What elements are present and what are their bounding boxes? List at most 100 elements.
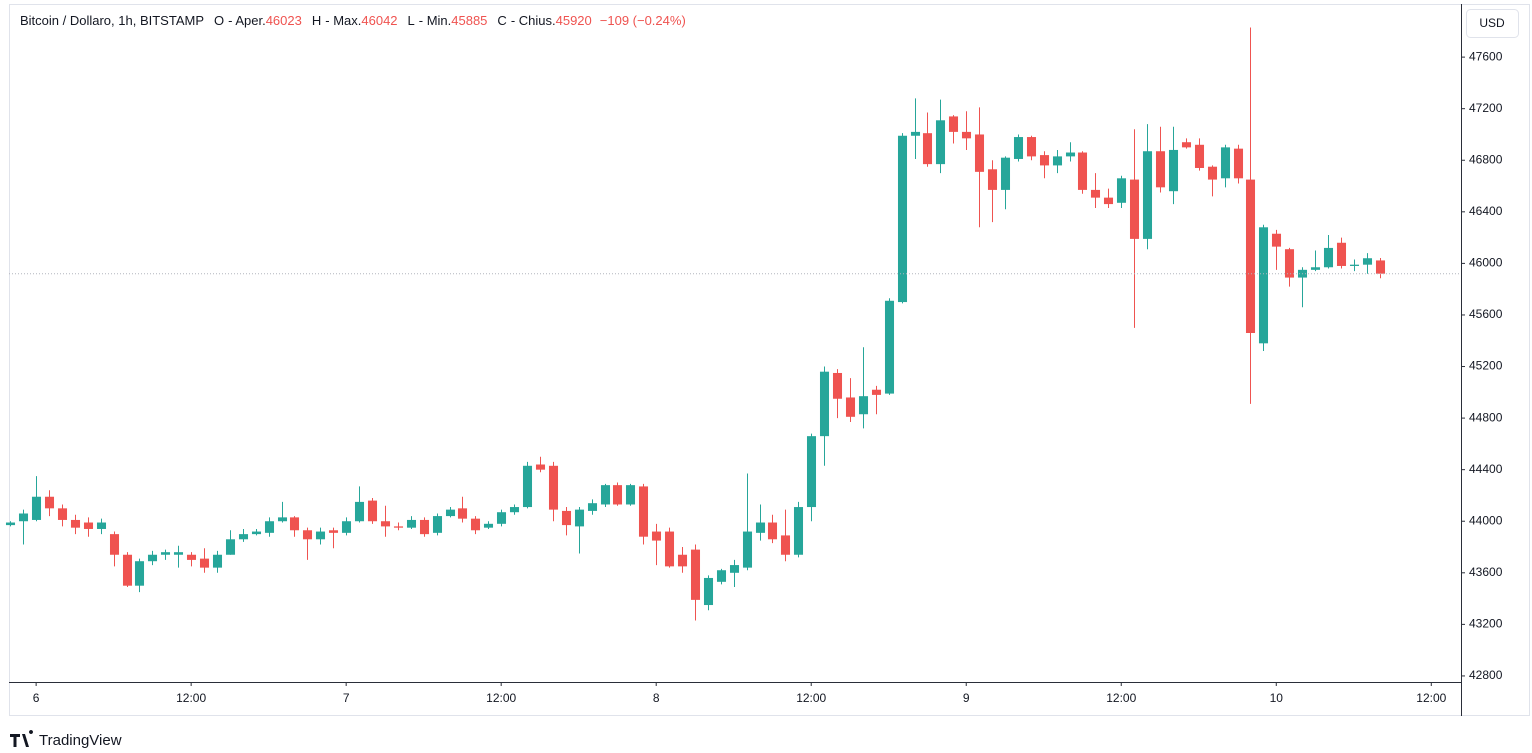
candle-body: [767, 522, 778, 540]
x-tick-label: 8: [653, 691, 660, 705]
y-tick-label: 46400: [1469, 204, 1503, 218]
candle-body: [535, 464, 546, 470]
candle-body: [703, 577, 714, 606]
candle-body: [871, 389, 882, 395]
symbol-title: Bitcoin / Dollaro, 1h, BITSTAMP: [20, 13, 204, 28]
candle-body: [31, 496, 42, 520]
candle-body: [302, 530, 313, 540]
candle-body: [1258, 227, 1269, 344]
candle-body: [1220, 147, 1231, 179]
candle-body: [1090, 189, 1101, 198]
candle-body: [574, 509, 585, 527]
candle-body: [625, 485, 636, 505]
candle-body: [1349, 264, 1360, 266]
candle-body: [225, 539, 236, 555]
candle-body: [1142, 151, 1153, 239]
candle-body: [1233, 148, 1244, 179]
candle-body: [1271, 233, 1282, 247]
candle-body: [5, 522, 16, 526]
candle-body: [419, 519, 430, 535]
currency-button[interactable]: [1466, 9, 1519, 38]
candle-body: [587, 503, 598, 511]
candle-body: [948, 116, 959, 132]
candle-body: [186, 554, 197, 560]
candle-body: [922, 133, 933, 165]
candle-body: [600, 485, 611, 505]
candle-body: [1052, 156, 1063, 166]
high-value: 46042: [361, 13, 397, 28]
y-tick-label: 45600: [1469, 307, 1503, 321]
candle-body: [160, 552, 171, 555]
candle-body: [1116, 178, 1127, 203]
candle-body: [341, 521, 352, 533]
y-tick-label: 47200: [1469, 101, 1503, 115]
candle-body: [212, 554, 223, 568]
candle-body: [1284, 249, 1295, 278]
candle-body: [70, 519, 81, 528]
candle-body: [1129, 179, 1140, 239]
currency-label[interactable]: USD: [1479, 16, 1505, 30]
y-tick-label: 46800: [1469, 152, 1503, 166]
brand-name: TradingView: [39, 732, 122, 749]
candle-body: [173, 552, 184, 555]
candle-body: [432, 516, 443, 533]
candle-body: [251, 531, 262, 535]
candle-body: [57, 508, 68, 520]
y-tick-label: 44000: [1469, 513, 1503, 527]
candle-body: [832, 372, 843, 399]
candle-body: [1362, 258, 1373, 265]
candle-body: [1245, 179, 1256, 334]
candle-body: [858, 396, 869, 415]
candle-body: [742, 531, 753, 568]
candle-body: [612, 485, 623, 505]
candle-body: [289, 517, 300, 531]
candle-body: [1336, 242, 1347, 266]
x-tick-label: 6: [33, 691, 40, 705]
candle-body: [690, 549, 701, 600]
y-tick-label: 43200: [1469, 617, 1503, 631]
candle-body: [470, 518, 481, 531]
candle-body: [380, 521, 391, 527]
h-key: H: [312, 13, 321, 28]
x-tick-label: 9: [963, 691, 970, 705]
candle-body: [1207, 166, 1218, 180]
candle-body: [561, 510, 572, 526]
candle-body: [199, 558, 210, 568]
candle-body: [122, 554, 133, 586]
candle-body: [910, 131, 921, 136]
candle-body: [238, 534, 249, 540]
brand-logo: TradingView: [10, 729, 122, 749]
x-tick-label: 12:00: [1416, 691, 1446, 705]
candle-body: [445, 509, 456, 517]
candle-body: [1039, 155, 1050, 166]
candle-body: [1323, 247, 1334, 268]
candle-body: [755, 522, 766, 533]
open-label: - Aper.: [228, 13, 266, 28]
candle-body: [134, 561, 145, 586]
candle-body: [1310, 267, 1321, 270]
candle-body: [1065, 152, 1076, 157]
x-tick-label: 12:00: [796, 691, 826, 705]
candle-body: [677, 554, 688, 567]
candle-body: [845, 397, 856, 417]
close-value: 45920: [556, 13, 592, 28]
candle-body: [1103, 197, 1114, 205]
candle-body: [819, 371, 830, 437]
candle-body: [1168, 149, 1179, 192]
candle-body: [18, 513, 29, 522]
l-key: L: [408, 13, 415, 28]
x-tick-label: 10: [1270, 691, 1284, 705]
candle-body: [1181, 142, 1192, 148]
candle-body: [44, 496, 55, 509]
x-tick-label: 12:00: [1106, 691, 1136, 705]
y-tick-label: 47600: [1469, 49, 1503, 63]
high-label: - Max.: [325, 13, 361, 28]
open-value: 46023: [266, 13, 302, 28]
candle-body: [109, 534, 120, 555]
change-value: −109 (−0.24%): [600, 13, 686, 28]
candle-body: [315, 531, 326, 540]
candle-body: [1155, 151, 1166, 188]
candle-body: [961, 131, 972, 139]
